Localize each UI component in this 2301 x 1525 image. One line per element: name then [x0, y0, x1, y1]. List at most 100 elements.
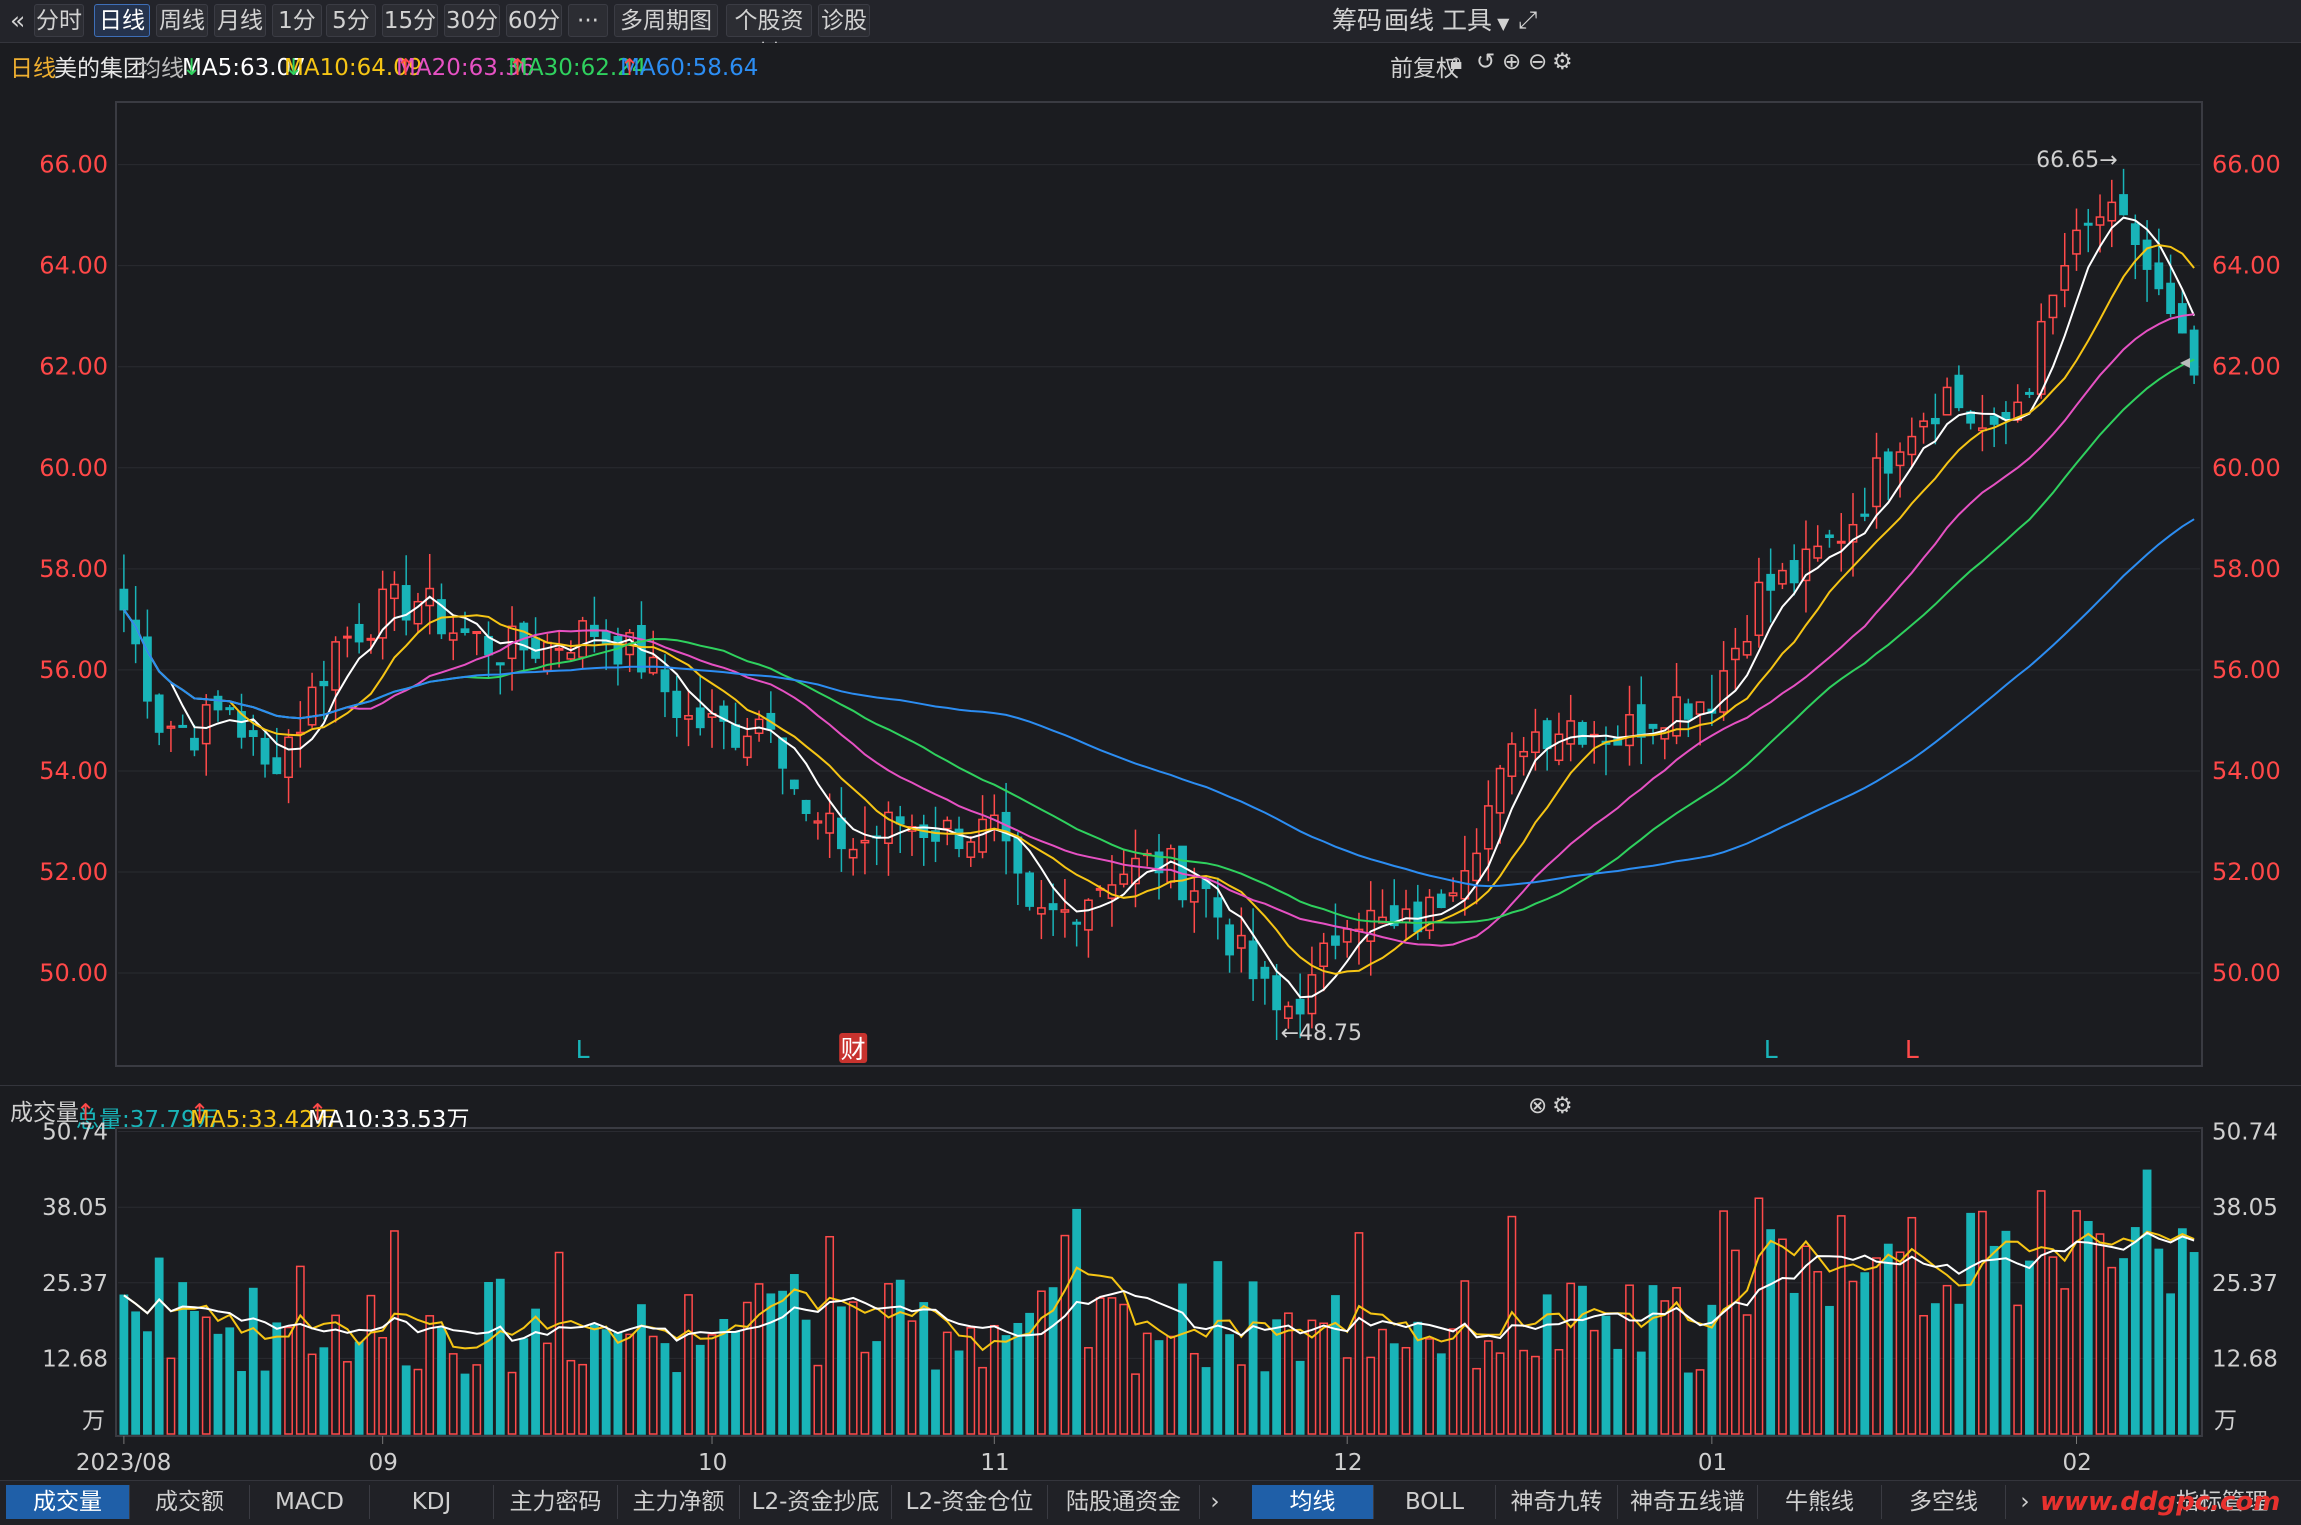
fullscreen-icon[interactable]: ⤢: [1518, 6, 1538, 34]
volume-bar: [413, 1368, 423, 1435]
draw-line-button[interactable]: 画线: [1384, 6, 1435, 35]
tab-northbound[interactable]: 陆股通资金: [1048, 1485, 1200, 1519]
candle-body: [2025, 391, 2034, 395]
candle-body: [942, 819, 952, 830]
chips-button[interactable]: 筹码: [1332, 6, 1383, 35]
tab-period-1min[interactable]: 1分: [272, 4, 322, 37]
candle-body: [566, 652, 576, 660]
lock-icon[interactable]: 🔒︎: [1450, 49, 1463, 75]
candle-body: [931, 830, 940, 842]
tab-magic-five[interactable]: 神奇五线谱: [1618, 1485, 1758, 1519]
chevron-right-icon[interactable]: ›: [1210, 1489, 1220, 1515]
volume-bar: [1589, 1329, 1599, 1435]
volume-bar: [931, 1369, 940, 1435]
volume-bar: [2060, 1288, 2070, 1435]
tab-magic-nine[interactable]: 神奇九转: [1496, 1485, 1618, 1519]
volume-bar: [213, 1333, 223, 1435]
tab-macd[interactable]: MACD: [250, 1485, 370, 1519]
volume-bar: [2166, 1293, 2175, 1435]
zoom-in-icon[interactable]: ⊕: [1502, 49, 1522, 75]
tab-turnover[interactable]: 成交额: [130, 1485, 250, 1519]
multi-period-button[interactable]: 多周期图 ▾: [614, 4, 718, 65]
diagnose-button[interactable]: 诊股: [818, 4, 870, 37]
volume-bar: [625, 1333, 635, 1435]
volume-bar: [1789, 1292, 1799, 1435]
volume-bar: [1989, 1245, 1999, 1435]
tab-long-short[interactable]: 多空线: [1882, 1485, 2006, 1519]
candle-body: [1919, 420, 1928, 428]
tab-ma[interactable]: 均线: [1252, 1485, 1374, 1519]
gear-icon[interactable]: ⚙: [1552, 49, 1573, 75]
volume-bar: [1072, 1208, 1082, 1435]
volume-bar: [2072, 1210, 2081, 1435]
tab-period-monthly[interactable]: 月线: [214, 4, 266, 37]
volume-bar: [1719, 1210, 1729, 1435]
tab-kdj[interactable]: KDJ: [370, 1485, 494, 1519]
volume-bar: [966, 1327, 976, 1435]
more-button[interactable]: ···: [568, 4, 608, 37]
tab-period-fenshi[interactable]: 分时: [34, 4, 84, 37]
kline-chart[interactable]: 66.00 66.00 64.00 64.00 62.00 62.00 60.00 60.00…: [0, 0, 2301, 1480]
tab-boll[interactable]: BOLL: [1374, 1485, 1496, 1519]
candle-body: [1436, 893, 1446, 909]
adjust-mode[interactable]: 前复权: [1390, 56, 1459, 82]
volume-bar: [942, 1331, 952, 1435]
chevron-right-icon-2[interactable]: ›: [2020, 1489, 2030, 1515]
tab-volume[interactable]: 成交量: [6, 1485, 130, 1519]
tab-period-30min[interactable]: 30分: [444, 4, 500, 37]
zoom-out-icon[interactable]: ⊖: [1528, 49, 1548, 75]
candle-body: [1283, 1005, 1293, 1019]
candle-body: [1848, 523, 1858, 543]
candle-body: [1554, 733, 1564, 762]
candle-body: [1789, 560, 1799, 584]
indicator-manage-button[interactable]: 指标管理: [2176, 1489, 2268, 1515]
volume-unit-left: 万: [82, 1408, 105, 1434]
tab-main-code[interactable]: 主力密码: [494, 1485, 618, 1519]
tab-period-weekly[interactable]: 周线: [156, 4, 208, 37]
volume-bar: [295, 1265, 305, 1435]
candle-body: [448, 632, 458, 641]
price-tick-left: 64.00: [39, 252, 108, 280]
candle-body: [166, 725, 176, 729]
tab-period-5min[interactable]: 5分: [326, 4, 376, 37]
price-tick-right: 50.00: [2212, 959, 2281, 987]
volume-bar: [813, 1364, 823, 1435]
candle-body: [1636, 704, 1646, 738]
volume-bar: [1483, 1340, 1493, 1435]
price-tick-left: 62.00: [39, 353, 108, 381]
close-icon[interactable]: ⊗: [1528, 1093, 1548, 1119]
tab-bull-bear[interactable]: 牛熊线: [1758, 1485, 1882, 1519]
tab-main-net[interactable]: 主力净额: [618, 1485, 740, 1519]
candle-body: [366, 637, 376, 641]
candle-body: [2130, 223, 2140, 246]
tab-l2-bottom[interactable]: L2-资金抄底: [740, 1485, 892, 1519]
tab-l2-position[interactable]: L2-资金仓位: [892, 1485, 1048, 1519]
volume-gear-icon[interactable]: ⚙: [1552, 1093, 1573, 1119]
candle-body: [331, 641, 341, 691]
undo-icon[interactable]: ↺: [1476, 49, 1496, 75]
current-price-pointer: [2180, 358, 2190, 368]
candle-body: [119, 588, 129, 611]
candle-body: [1695, 701, 1705, 715]
back-icon[interactable]: «: [10, 6, 26, 35]
tab-period-daily[interactable]: 日线: [94, 4, 150, 37]
candle-body: [1766, 573, 1776, 591]
candle-body: [1930, 417, 1940, 425]
tools-button[interactable]: 工具 ▼: [1442, 4, 1509, 37]
month-label: 2023/08: [76, 1450, 172, 1476]
volume-bar: [1378, 1328, 1387, 1435]
candle-body: [2177, 303, 2187, 334]
candle-body: [1295, 998, 1305, 1015]
volume-tick-left: 12.68: [42, 1346, 108, 1372]
volume-bar: [2107, 1266, 2117, 1435]
candle-body: [1425, 896, 1434, 932]
tab-period-15min[interactable]: 15分: [382, 4, 438, 37]
candle-body: [1836, 540, 1846, 544]
candle-body: [460, 628, 470, 633]
tab-period-60min[interactable]: 60分: [506, 4, 562, 37]
price-tick-right: 54.00: [2212, 757, 2281, 785]
candle-body: [695, 707, 705, 729]
volume-bar: [1883, 1243, 1893, 1435]
volume-bar: [860, 1351, 870, 1435]
volume-ma10-line: [123, 1231, 2195, 1342]
